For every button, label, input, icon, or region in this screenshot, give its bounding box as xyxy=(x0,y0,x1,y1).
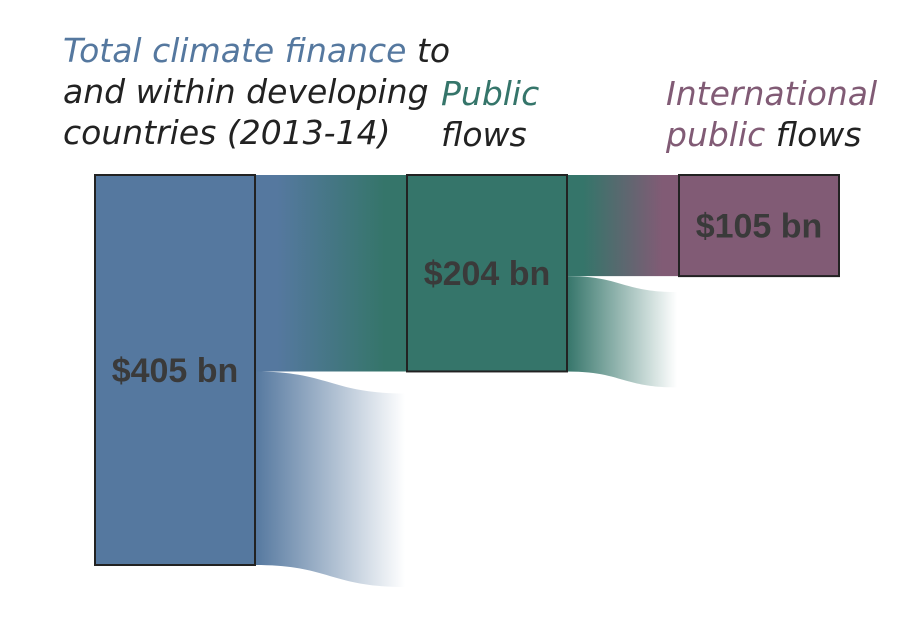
heading-total: Total climate finance to and within devel… xyxy=(63,31,450,152)
node-public xyxy=(406,174,568,373)
node-international xyxy=(678,174,840,278)
links-layer xyxy=(255,175,679,587)
value-label-total: $405 bn xyxy=(112,352,239,390)
link-public-to-international xyxy=(567,175,679,277)
link-public-outflow xyxy=(567,276,677,388)
link-total-outflow xyxy=(255,371,405,587)
node-total xyxy=(94,174,256,566)
nodes-layer xyxy=(94,174,840,566)
value-label-public: $204 bn xyxy=(424,255,551,293)
heading-international: International public flows xyxy=(665,74,877,154)
labels-layer: $405 bn $204 bn $105 bn xyxy=(112,208,823,390)
headings-layer: Total climate finance to and within devel… xyxy=(63,31,877,154)
link-total-to-public xyxy=(255,175,407,372)
heading-public: Public flows xyxy=(441,74,539,154)
value-label-international: $105 bn xyxy=(696,208,823,246)
